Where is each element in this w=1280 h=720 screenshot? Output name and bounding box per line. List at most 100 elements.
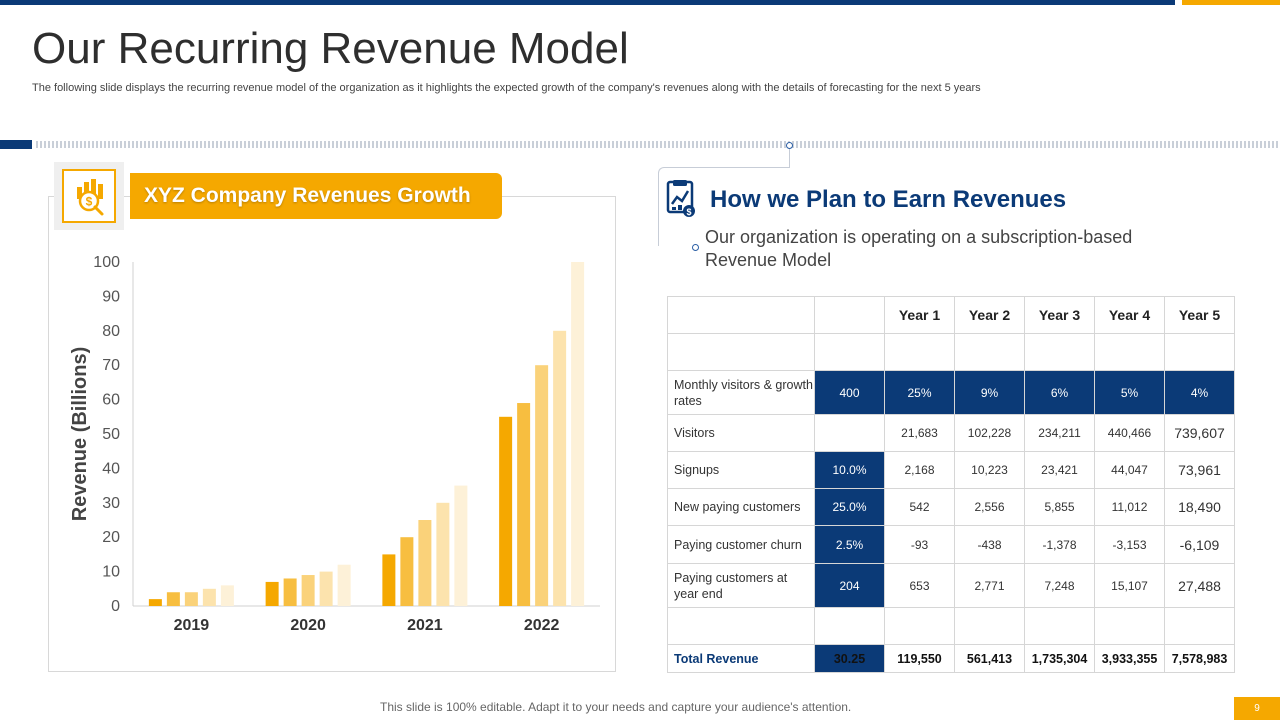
bar-2022-series-4 [553, 330, 567, 606]
year-value-cell: 73,961 [1164, 451, 1235, 489]
year-value-cell: -6,109 [1164, 525, 1235, 564]
money-growth-icon: $ [62, 169, 116, 223]
y-tick-label: 0 [111, 598, 120, 615]
total-year-cell: 561,413 [954, 644, 1025, 673]
year-value-cell: 44,047 [1094, 451, 1165, 489]
total-year-cell: 3,933,355 [1094, 644, 1165, 673]
total-revenue-row: Total Revenue 30.25 119,550 561,413 1,735,30… [667, 644, 1235, 673]
revenue-forecast-table: Year 1 Year 2 Year 3 Year 4 Year 5 Month… [667, 296, 1235, 673]
year-value-cell: 9% [954, 370, 1025, 415]
year-value-cell [1094, 333, 1165, 371]
year-value-cell [1024, 607, 1095, 645]
y-tick-label: 10 [102, 564, 120, 581]
row-label: Paying customers at year end [667, 563, 815, 608]
table-row: New paying customers 25.0% 542 2,556 5,855 11… [667, 488, 1235, 526]
year-value-cell [1164, 607, 1235, 645]
bar-2020-series-2 [283, 578, 297, 606]
year-value-cell [954, 607, 1025, 645]
y-tick-label: 60 [102, 392, 120, 409]
row-label: New paying customers [667, 488, 815, 526]
y-tick-label: 70 [102, 357, 120, 374]
bar-2021-series-3 [418, 520, 432, 606]
year-value-cell: -438 [954, 525, 1025, 564]
slide-title: Our Recurring Revenue Model [32, 24, 629, 73]
year-value-cell: -3,153 [1094, 525, 1165, 564]
bar-2019-series-4 [202, 588, 216, 606]
divider-dotted-line [36, 141, 1280, 148]
x-tick-label: 2020 [290, 617, 326, 634]
table-header-row: Year 1 Year 2 Year 3 Year 4 Year 5 [667, 296, 1235, 334]
y-tick-label: 40 [102, 460, 120, 477]
bar-2020-series-4 [319, 571, 333, 606]
table-row: Monthly visitors & growth rates 400 25% 9% 6… [667, 370, 1235, 415]
base-value-cell: 204 [814, 563, 885, 608]
connector-dot-bottom [692, 244, 699, 251]
year-value-cell: 21,683 [884, 414, 955, 452]
base-value-cell [814, 607, 885, 645]
bar-2022-series-5 [571, 262, 585, 606]
bar-2019-series-5 [220, 585, 234, 606]
top-accent-bar-blue [0, 0, 1175, 5]
bar-2020-series-3 [301, 575, 315, 606]
year-value-cell: 6% [1024, 370, 1095, 415]
bar-2021-series-1 [382, 554, 396, 606]
total-year-cell: 1,735,304 [1024, 644, 1095, 673]
bar-2020-series-5 [337, 564, 351, 606]
document-chart-icon: $ [664, 180, 700, 225]
table-header-cell [667, 296, 815, 334]
year-value-cell: 27,488 [1164, 563, 1235, 608]
table-header-cell [814, 296, 885, 334]
bar-2021-series-2 [400, 537, 414, 606]
row-label [667, 333, 815, 371]
year-value-cell: 23,421 [1024, 451, 1095, 489]
chart-banner-label: XYZ Company Revenues Growth [144, 184, 471, 207]
year-value-cell: 7,248 [1024, 563, 1095, 608]
year-value-cell: 5,855 [1024, 488, 1095, 526]
year-value-cell: 15,107 [1094, 563, 1165, 608]
year-value-cell: 11,012 [1094, 488, 1165, 526]
year-value-cell: -93 [884, 525, 955, 564]
footer-note: This slide is 100% editable. Adapt it to… [380, 700, 852, 714]
year-value-cell: 2,771 [954, 563, 1025, 608]
year-value-cell [1094, 607, 1165, 645]
bar-2019-series-2 [166, 592, 180, 606]
svg-text:$: $ [86, 195, 93, 209]
year-value-cell: 2,556 [954, 488, 1025, 526]
y-axis-title: Revenue (Billions) [69, 347, 91, 521]
x-tick-label: 2021 [407, 617, 443, 634]
revenue-bar-chart: 0 10 20 30 40 50 60 70 80 90 100 Revenue (Billions)… [69, 254, 600, 634]
year-value-cell: 102,228 [954, 414, 1025, 452]
bar-2021-series-5 [454, 485, 468, 606]
year-value-cell: 5% [1094, 370, 1165, 415]
plan-frame [658, 167, 789, 246]
base-value-cell: 10.0% [814, 451, 885, 489]
row-label: Monthly visitors & growth rates [667, 370, 815, 415]
row-label [667, 607, 815, 645]
year-value-cell: 234,211 [1024, 414, 1095, 452]
bar-2021-series-4 [436, 502, 450, 606]
year-value-cell [1024, 333, 1095, 371]
year-value-cell [954, 333, 1025, 371]
year-value-cell: 2,168 [884, 451, 955, 489]
y-tick-label: 80 [102, 323, 120, 340]
bar-2019-series-1 [148, 599, 162, 606]
plan-description: Our organization is operating on a subsc… [705, 227, 1133, 270]
table-header-cell: Year 3 [1024, 296, 1095, 334]
y-tick-label: 50 [102, 426, 120, 443]
table-header-cell: Year 2 [954, 296, 1025, 334]
year-value-cell: 4% [1164, 370, 1235, 415]
base-value-cell: 25.0% [814, 488, 885, 526]
connector-line [789, 148, 790, 168]
row-label: Paying customer churn [667, 525, 815, 564]
year-value-cell [884, 333, 955, 371]
total-year-cell: 119,550 [884, 644, 955, 673]
table-header-cell: Year 5 [1164, 296, 1235, 334]
table-row: Visitors 21,683 102,228 234,211 440,466 739,6… [667, 414, 1235, 452]
x-tick-label: 2022 [524, 617, 560, 634]
year-value-cell: 10,223 [954, 451, 1025, 489]
y-tick-label: 90 [102, 288, 120, 305]
y-tick-label: 20 [102, 529, 120, 546]
y-tick-label: 100 [93, 254, 120, 271]
total-year-cell: 7,578,983 [1164, 644, 1235, 673]
table-row [667, 607, 1235, 645]
